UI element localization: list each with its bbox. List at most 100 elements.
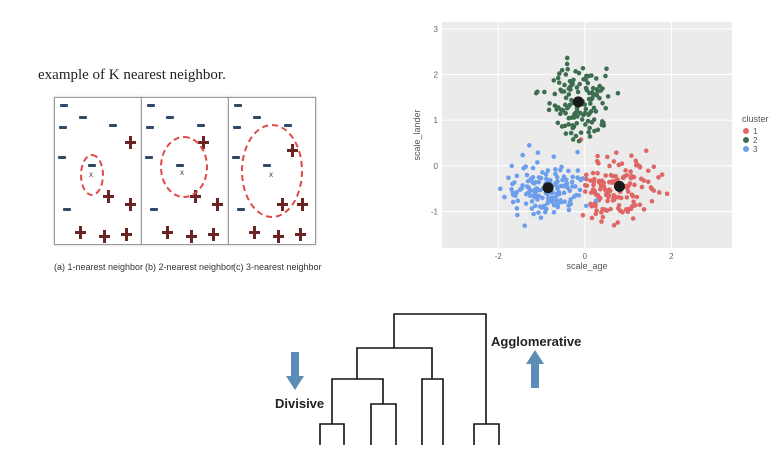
panel-caption-2: (b) 2-nearest neighbor: [145, 262, 235, 272]
scatter-point: [588, 201, 593, 207]
scatter-point: [514, 206, 520, 211]
scatter-point: [618, 195, 624, 201]
scatter-point: [526, 185, 531, 190]
scatter-point: [595, 153, 600, 159]
scatter-point: [534, 186, 540, 191]
scatter-point: [564, 61, 570, 67]
scatter-point: [561, 190, 567, 196]
plus-sign: [186, 230, 197, 243]
scatter-point: [514, 189, 520, 195]
minus-sign: [58, 156, 66, 159]
scatter-point: [584, 176, 589, 182]
scatter-point: [595, 127, 601, 133]
scatter-point: [620, 175, 626, 181]
scatter-point: [562, 199, 567, 204]
scatter-point: [575, 168, 581, 173]
scatter-point: [577, 187, 583, 193]
scatter-point: [637, 163, 642, 169]
scatter-point: [567, 84, 573, 90]
scatter-point: [631, 199, 636, 205]
scatter-point: [617, 208, 623, 213]
scatter-point: [583, 106, 589, 112]
scatter-point: [548, 177, 553, 183]
scatter-point: [583, 172, 589, 178]
plus-sign: [75, 226, 86, 239]
points-layer: [497, 55, 670, 228]
plus-sign: [295, 228, 306, 241]
scatter-point: [515, 198, 521, 204]
y-tick-label: 2: [434, 71, 439, 80]
scatter-point: [554, 179, 560, 185]
scatter-point: [574, 120, 580, 126]
scatter-point: [605, 94, 611, 99]
scatter-point: [575, 114, 580, 119]
scatter-point: [524, 172, 530, 178]
scatter-point: [506, 175, 511, 181]
scatter-point: [584, 87, 590, 93]
x-axis-label: scale_age: [566, 261, 607, 271]
x-tick-label: 0: [583, 252, 588, 261]
scatter-point: [578, 130, 584, 135]
legend-label-3: 3: [753, 145, 758, 154]
minus-sign: [233, 126, 241, 129]
y-axis-label: scale_lander: [412, 109, 422, 160]
scatter-point: [585, 80, 591, 86]
scatter-point: [599, 210, 604, 215]
scatter-point: [566, 203, 571, 208]
scatter-point: [615, 90, 621, 96]
plus-sign: [198, 136, 209, 149]
dendrogram: [286, 313, 544, 445]
legend-title: cluster: [742, 114, 769, 124]
x-tick-label: 2: [669, 252, 674, 261]
panel-caption-1: (a) 1-nearest neighbor: [54, 262, 144, 272]
y-tick-label: 0: [434, 162, 439, 171]
y-tick-label: -1: [431, 207, 439, 216]
scatter-point: [651, 164, 657, 170]
scatter-point: [555, 186, 560, 191]
scatter-point: [559, 67, 565, 73]
legend: cluster 1 2 3: [742, 114, 769, 154]
scatter-point: [599, 122, 605, 128]
scatter-point: [562, 182, 568, 188]
scatter-point: [535, 89, 540, 95]
minus-sign: [145, 156, 153, 159]
scatter-point: [538, 215, 544, 221]
scatter-point: [525, 190, 530, 196]
scatter-point: [594, 87, 600, 92]
scatter-point: [543, 172, 549, 177]
scatter-point: [545, 168, 551, 173]
scatter-point: [590, 85, 596, 91]
knn-panel-3: x: [228, 97, 316, 245]
minus-sign: [150, 208, 158, 211]
scatter-point: [553, 167, 558, 172]
plus-sign: [121, 228, 132, 241]
scatter-point: [509, 163, 515, 169]
scatter-point: [591, 105, 597, 111]
scatter-point: [623, 168, 628, 173]
minus-sign: [166, 116, 174, 119]
knn-panel-1: x: [54, 97, 142, 245]
scatter-point: [611, 222, 617, 228]
scatter-point: [551, 154, 557, 159]
scatter-point: [533, 180, 538, 185]
scatter-point: [637, 202, 643, 208]
scatter-point: [552, 91, 558, 97]
plus-sign: [297, 198, 308, 211]
legend-label-1: 1: [753, 127, 758, 136]
scatter-point: [554, 107, 559, 112]
scatter-point: [656, 190, 662, 195]
minus-sign: [232, 156, 240, 159]
scatter-point: [523, 201, 529, 206]
scatter-point: [540, 170, 545, 175]
scatter-point: [603, 173, 609, 178]
scatter-point: [535, 160, 540, 165]
cluster-centroid: [542, 182, 554, 194]
scatter-point: [583, 203, 589, 209]
scatter-point: [576, 138, 582, 144]
scatter-point: [510, 199, 516, 205]
scatter-point: [582, 189, 588, 194]
scatter-point: [593, 76, 599, 81]
y-tick-label: 3: [434, 25, 439, 34]
minus-sign: [197, 124, 205, 127]
scatter-point: [585, 118, 591, 124]
